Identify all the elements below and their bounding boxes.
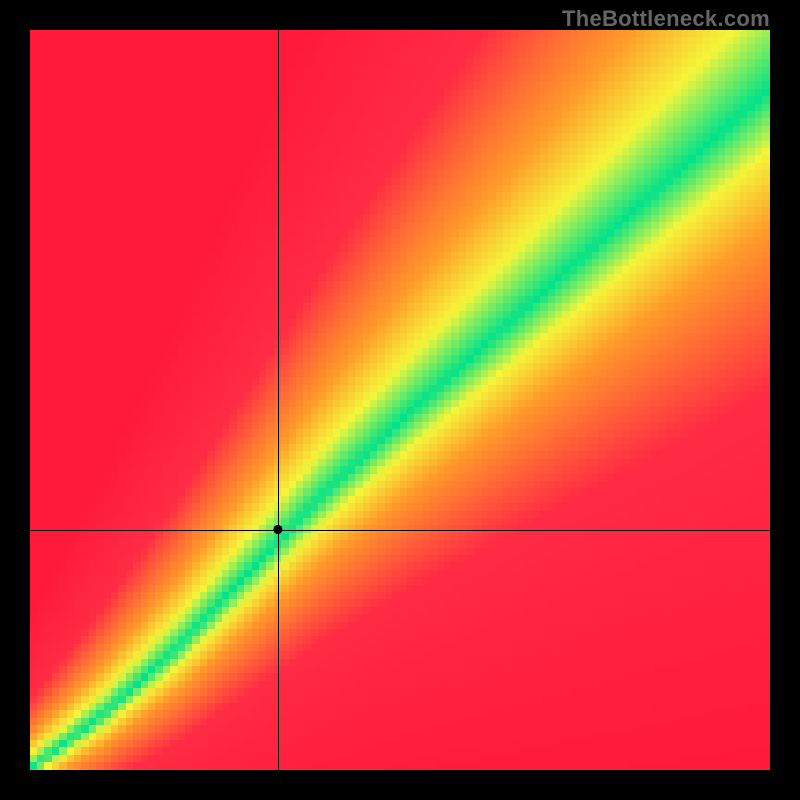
watermark-text: TheBottleneck.com (562, 6, 770, 32)
chart-container: TheBottleneck.com (0, 0, 800, 800)
heatmap-canvas (30, 30, 770, 770)
